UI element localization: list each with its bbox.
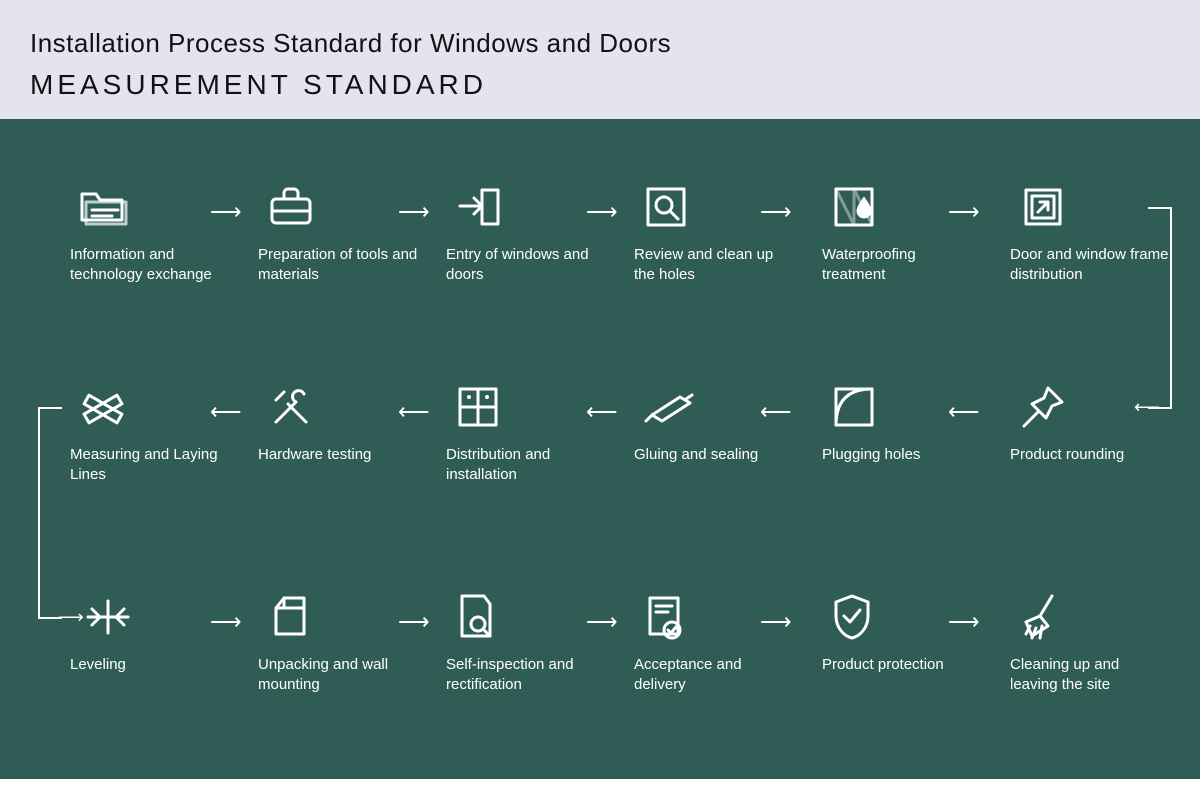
step-frame-dist: Door and window frame distribution <box>1010 179 1170 286</box>
step-label: Distribution and installation <box>446 445 606 486</box>
step-label: Information and technology exchange <box>70 245 230 286</box>
step-product-rounding: Product rounding <box>1010 379 1170 465</box>
step-entry-windows: Entry of windows and doors <box>446 179 606 286</box>
flow-arrow: ⟶ <box>760 609 792 635</box>
flow-connector-left <box>38 407 62 619</box>
box-open-icon <box>258 589 418 645</box>
step-label: Door and window frame distribution <box>1010 245 1170 286</box>
step-acceptance: Acceptance and delivery <box>634 589 794 696</box>
flow-arrow: ⟶ <box>210 609 242 635</box>
flow-arrow: ⟶ <box>398 199 430 225</box>
step-label: Review and clean up the holes <box>634 245 794 286</box>
flow-arrow: ⟵ <box>586 399 618 425</box>
step-hardware-test: Hardware testing <box>258 379 418 465</box>
step-label: Acceptance and delivery <box>634 655 794 696</box>
step-label: Leveling <box>70 655 230 675</box>
flow-arrow: ⟵ <box>210 399 242 425</box>
flow-connector-right <box>1148 207 1172 409</box>
doc-search-icon <box>446 589 606 645</box>
step-cleaning: Cleaning up and leaving the site <box>1010 589 1170 696</box>
step-label: Plugging holes <box>822 445 982 465</box>
flow-arrow: ⟵ <box>1134 397 1160 418</box>
flow-arrow: ⟶ <box>210 199 242 225</box>
door-in-icon <box>446 179 606 235</box>
step-prep-tools: Preparation of tools and materials <box>258 179 418 286</box>
step-unpacking: Unpacking and wall mounting <box>258 589 418 696</box>
flow-arrow: ⟶ <box>948 199 980 225</box>
page-title: Installation Process Standard for Window… <box>30 28 1170 59</box>
step-label: Product rounding <box>1010 445 1170 465</box>
frame-out-icon <box>1010 179 1170 235</box>
step-info-exchange: Information and technology exchange <box>70 179 230 286</box>
rulers-icon <box>70 379 230 435</box>
process-board: Information and technology exchange Prepa… <box>0 119 1200 779</box>
step-label: Gluing and sealing <box>634 445 794 465</box>
step-label: Measuring and Laying Lines <box>70 445 230 486</box>
header: Installation Process Standard for Window… <box>0 0 1200 119</box>
step-label: Hardware testing <box>258 445 418 465</box>
flow-arrow: ⟶ <box>586 609 618 635</box>
step-dist-install: Distribution and installation <box>446 379 606 486</box>
step-label: Cleaning up and leaving the site <box>1010 655 1170 696</box>
step-label: Product protection <box>822 655 982 675</box>
flow-arrow: ⟵ <box>398 399 430 425</box>
briefcase-icon <box>258 179 418 235</box>
flow-arrow: ⟶ <box>948 609 980 635</box>
step-label: Preparation of tools and materials <box>258 245 418 286</box>
flow-arrow: ⟶ <box>398 609 430 635</box>
page-subtitle: MEASUREMENT STANDARD <box>30 69 1170 101</box>
broom-icon <box>1010 589 1170 645</box>
tools-icon <box>258 379 418 435</box>
flow-arrow: ⟶ <box>586 199 618 225</box>
flow-arrow: ⟵ <box>760 399 792 425</box>
step-label: Unpacking and wall mounting <box>258 655 418 696</box>
step-measuring-lines: Measuring and Laying Lines <box>70 379 230 486</box>
flow-arrow: ⟵ <box>948 399 980 425</box>
step-leveling: Leveling <box>70 589 230 675</box>
step-label: Self-inspection and rectification <box>446 655 606 696</box>
step-label: Waterproofing treatment <box>822 245 982 286</box>
step-waterproofing: Waterproofing treatment <box>822 179 982 286</box>
grid-panels-icon <box>446 379 606 435</box>
level-icon <box>70 589 230 645</box>
flow-arrow: ⟶ <box>760 199 792 225</box>
step-review-holes: Review and clean up the holes <box>634 179 794 286</box>
folder-icon <box>70 179 230 235</box>
step-self-inspect: Self-inspection and rectification <box>446 589 606 696</box>
step-label: Entry of windows and doors <box>446 245 606 286</box>
flow-arrow: ⟶ <box>58 607 84 628</box>
